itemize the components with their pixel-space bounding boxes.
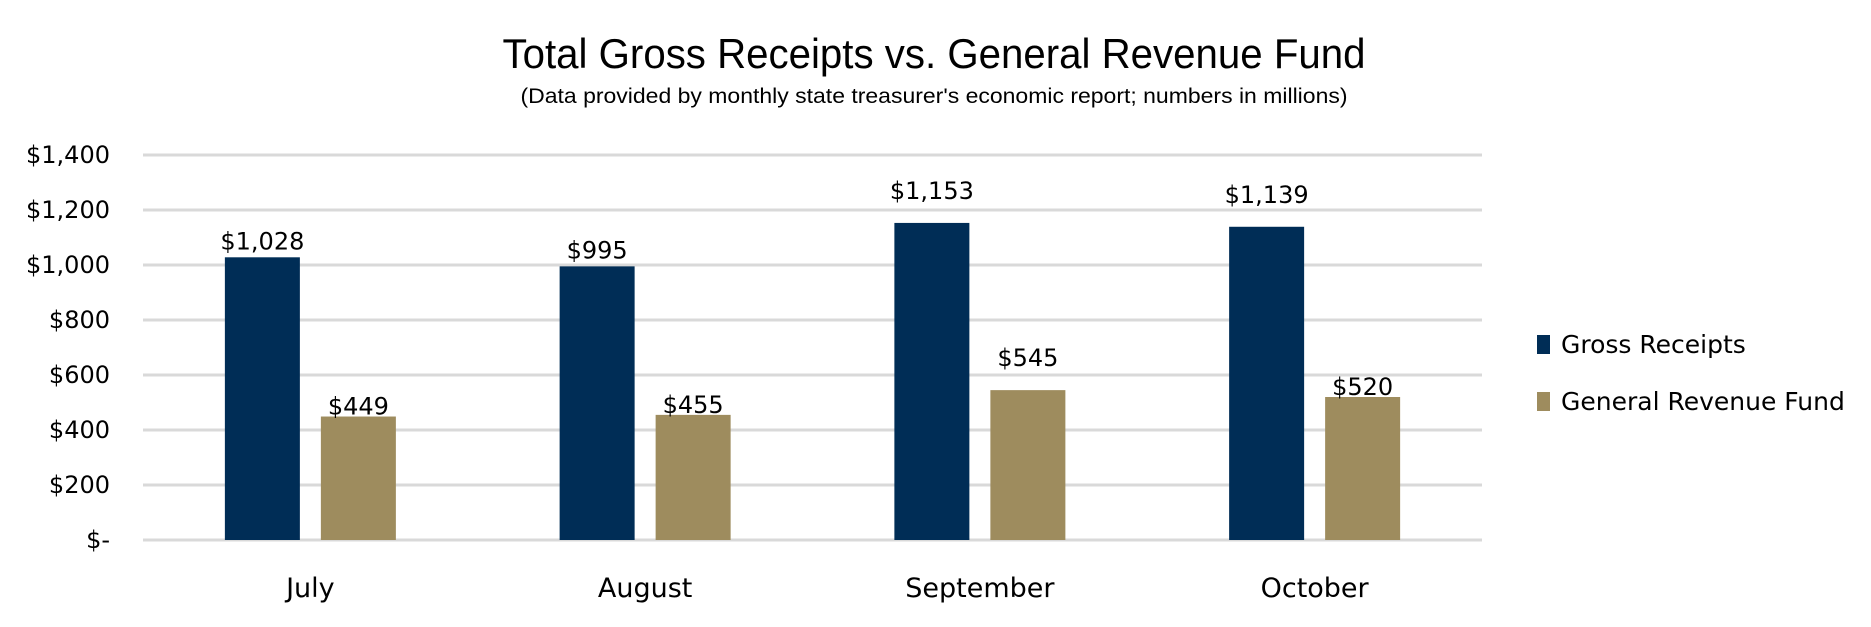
data-label: $995 <box>567 236 628 264</box>
bar-gross-receipts <box>224 257 300 540</box>
x-tick-label: August <box>598 573 693 604</box>
legend-label: General Revenue Fund <box>1561 387 1845 416</box>
bar-general-revenue-fund <box>320 416 396 540</box>
y-tick-label: $200 <box>49 471 110 499</box>
x-tick-label: October <box>1261 573 1370 604</box>
bar-general-revenue-fund <box>1325 397 1401 540</box>
data-label: $520 <box>1332 373 1393 401</box>
data-label: $1,028 <box>220 227 304 255</box>
chart-title: Total Gross Receipts vs. General Revenue… <box>503 30 1366 77</box>
y-tick-label: $600 <box>49 361 110 389</box>
bar-general-revenue-fund <box>655 414 731 540</box>
data-label: $449 <box>328 393 389 421</box>
y-tick-label: $400 <box>49 416 110 444</box>
x-tick-label: July <box>284 573 335 604</box>
data-label: $1,139 <box>1225 181 1309 209</box>
data-label: $1,153 <box>890 177 974 205</box>
bar-gross-receipts <box>894 222 970 541</box>
y-tick-label: $1,000 <box>26 251 110 279</box>
y-tick-label: $1,400 <box>26 141 110 169</box>
bar-gross-receipts <box>559 266 635 540</box>
chart-subtitle: (Data provided by monthly state treasure… <box>521 85 1348 108</box>
y-tick-label: $1,200 <box>26 196 110 224</box>
data-label: $455 <box>663 391 724 419</box>
data-label: $545 <box>997 344 1058 372</box>
legend-label: Gross Receipts <box>1561 330 1746 359</box>
bar-general-revenue-fund <box>990 390 1066 540</box>
y-tick-label: $800 <box>49 306 110 334</box>
legend-swatch <box>1537 392 1550 411</box>
y-tick-label: $- <box>86 526 110 554</box>
legend-swatch <box>1537 335 1550 354</box>
bar-gross-receipts <box>1229 226 1305 540</box>
x-tick-label: September <box>905 573 1055 604</box>
